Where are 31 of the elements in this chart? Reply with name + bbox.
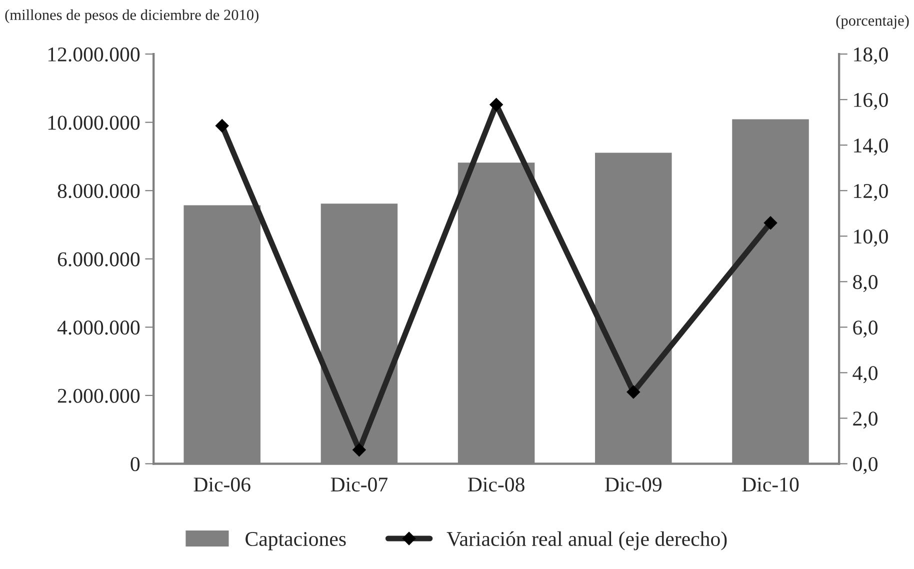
y2-tick-label: 14,0 <box>854 138 888 156</box>
y2-tick-label: 18,0 <box>854 47 888 64</box>
y2-tick-label: 12,0 <box>854 184 888 202</box>
y-tick-label: 6.000.000 <box>58 252 140 266</box>
point <box>352 443 366 456</box>
x-tick-label: Dic-07 <box>330 478 388 492</box>
point <box>490 98 503 112</box>
y2-tick-label: 10,0 <box>854 230 888 247</box>
x-tick-label: Dic-08 <box>468 478 524 492</box>
y-tick-label: 8.000.000 <box>58 184 140 198</box>
point <box>216 119 229 132</box>
y-tick-label: 4.000.000 <box>57 320 140 335</box>
x-tick-label: Dic-09 <box>605 478 662 492</box>
x-tick-label: Dic-10 <box>742 478 799 492</box>
point <box>626 385 640 399</box>
y2-tick-label: 0,0 <box>853 457 878 474</box>
y-axis-title: (millones de pesos de diciembre de 2010) <box>5 9 258 24</box>
y2-tick-label: 4,0 <box>852 366 878 384</box>
legend-label: Captaciones <box>246 532 346 550</box>
point <box>764 216 778 230</box>
y2-tick-label: 16,0 <box>854 92 888 110</box>
y-tick-label: 0 <box>130 457 140 472</box>
y2-tick-label: 6,0 <box>853 320 878 338</box>
y2-axis-title: (porcentaje) <box>836 15 909 29</box>
y2-tick-label: 8,0 <box>853 275 878 292</box>
y-tick-label: 12.000.000 <box>48 47 140 62</box>
y2-tick-label: 2,0 <box>853 412 878 429</box>
legend-label: Variación real anual (eje derecho) <box>446 531 727 550</box>
y-tick-label: 2.000.000 <box>58 388 140 403</box>
x-tick-label: Dic-06 <box>194 478 250 492</box>
y-tick-label: 10.000.000 <box>48 116 140 130</box>
